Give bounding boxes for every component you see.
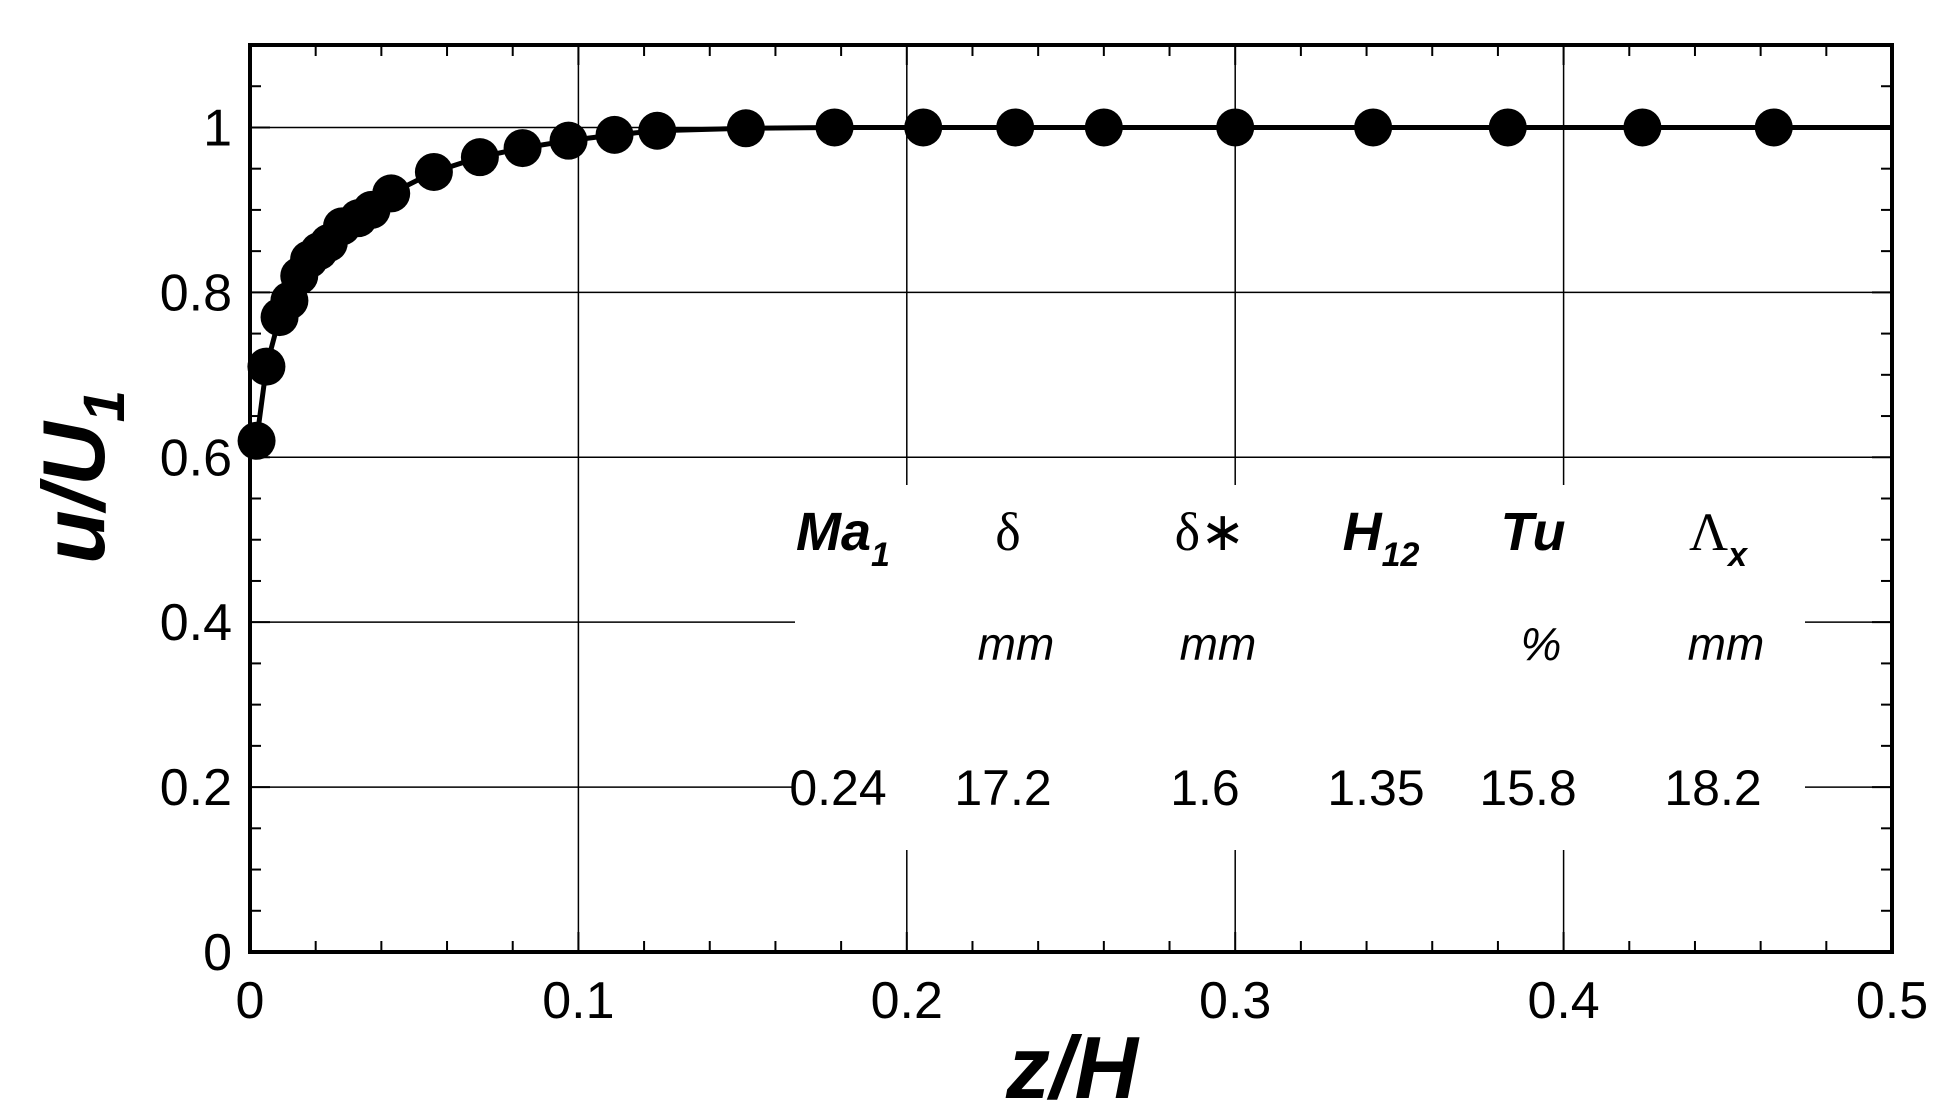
x-tick-label: 0.4 bbox=[1527, 972, 1599, 1030]
y-tick-label: 0.2 bbox=[160, 759, 232, 817]
table-value: 18.2 bbox=[1664, 760, 1761, 816]
data-point bbox=[1754, 108, 1793, 147]
table-unit: % bbox=[1521, 618, 1562, 670]
table-header-sub: 12 bbox=[1382, 536, 1420, 574]
y-tick-label: 1 bbox=[203, 99, 232, 157]
data-series bbox=[237, 108, 1892, 460]
table-header-name: δ bbox=[995, 502, 1020, 562]
table-value: 1.35 bbox=[1327, 760, 1424, 816]
data-point bbox=[460, 138, 499, 177]
table-header-name: Ma bbox=[796, 502, 871, 562]
table-value: 15.8 bbox=[1479, 760, 1576, 816]
table-header: Tu bbox=[1501, 502, 1566, 562]
data-point bbox=[372, 174, 411, 213]
data-point bbox=[595, 115, 634, 154]
x-tick-label: 0.1 bbox=[542, 972, 614, 1030]
table-value: 0.24 bbox=[789, 760, 886, 816]
data-point bbox=[1623, 108, 1662, 147]
x-tick-label: 0 bbox=[236, 972, 265, 1030]
x-axis-title: z/H bbox=[1005, 1018, 1140, 1116]
table-value: 17.2 bbox=[954, 760, 1051, 816]
data-point bbox=[503, 129, 542, 168]
x-tick-label: 0.2 bbox=[871, 972, 943, 1030]
y-axis-title-sub: 1 bbox=[72, 390, 137, 422]
data-point bbox=[726, 109, 765, 148]
parameter-table: Ma1 0.24 δ mm 17.2 δ∗ mm 1.6 H12 1.35 Tu% 15.8 Λx mm 1… bbox=[789, 485, 1805, 850]
x-tick-label: 0.5 bbox=[1856, 972, 1928, 1030]
table-header: δ bbox=[995, 502, 1020, 562]
table-header-name: δ∗ bbox=[1175, 502, 1246, 562]
data-point bbox=[1216, 108, 1255, 147]
y-axis-title: u/U1 bbox=[24, 390, 137, 564]
parameter-table-background bbox=[795, 485, 1805, 850]
data-point bbox=[1488, 108, 1527, 147]
table-header: Λx bbox=[1689, 502, 1749, 574]
data-point bbox=[549, 121, 588, 160]
y-tick-label: 0.6 bbox=[160, 429, 232, 487]
y-tick-label: 0 bbox=[203, 924, 232, 982]
x-tick-labels: 0 0.1 0.2 0.3 0.4 0.5 bbox=[236, 972, 1929, 1030]
table-unit: mm bbox=[978, 618, 1055, 670]
table-unit: mm bbox=[1180, 618, 1257, 670]
x-tick-label: 0.3 bbox=[1199, 972, 1271, 1030]
data-point bbox=[904, 108, 943, 147]
data-point bbox=[237, 421, 276, 460]
table-header: Ma1 bbox=[796, 502, 890, 574]
y-tick-label: 0.4 bbox=[160, 594, 232, 652]
table-header-sub: x bbox=[1726, 536, 1749, 574]
svg-text:u/U1: u/U1 bbox=[24, 390, 137, 564]
table-header-name: Tu bbox=[1501, 502, 1566, 562]
data-point bbox=[1084, 108, 1123, 147]
table-header-sub: 1 bbox=[871, 536, 890, 574]
y-axis-title-main: u/U bbox=[24, 420, 123, 564]
table-header: H12 bbox=[1343, 502, 1420, 574]
y-tick-label: 0.8 bbox=[160, 264, 232, 322]
data-point bbox=[414, 152, 453, 191]
table-header-name: H bbox=[1343, 502, 1383, 562]
data-point bbox=[996, 108, 1035, 147]
data-point bbox=[638, 111, 677, 150]
data-point bbox=[815, 108, 854, 147]
table-value: 1.6 bbox=[1170, 760, 1240, 816]
data-point bbox=[1354, 108, 1393, 147]
data-point bbox=[247, 347, 286, 386]
table-header: δ∗ bbox=[1175, 502, 1246, 562]
table-header-name: Λ bbox=[1689, 502, 1728, 562]
table-unit: mm bbox=[1688, 618, 1765, 670]
y-tick-labels: 0 0.2 0.4 0.6 0.8 1 bbox=[160, 99, 232, 982]
plot-frame bbox=[248, 43, 1894, 954]
